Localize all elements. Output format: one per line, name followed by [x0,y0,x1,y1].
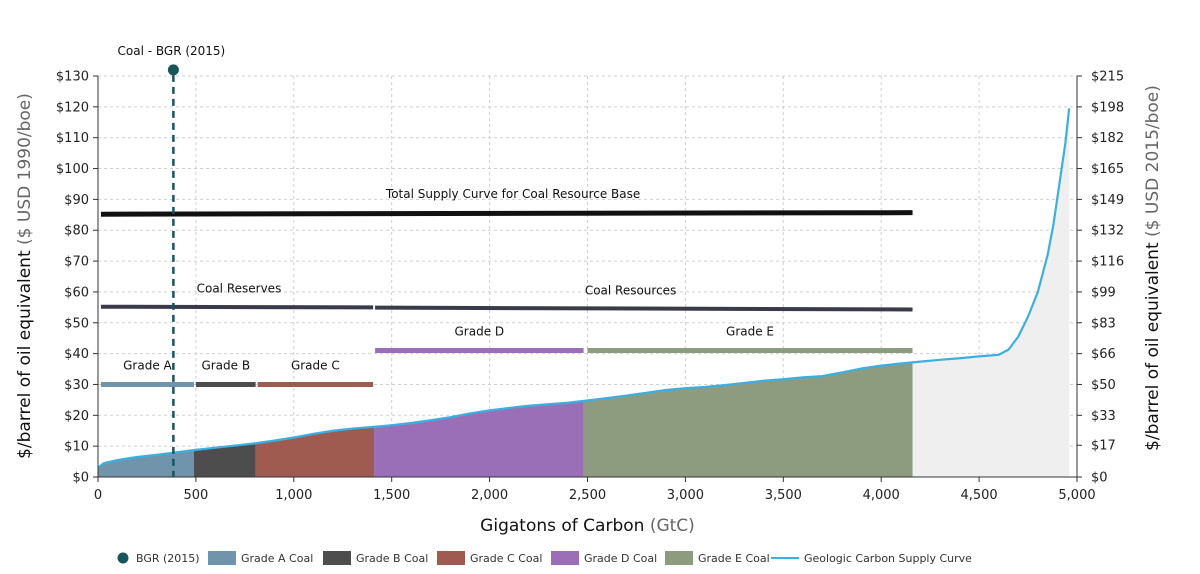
x-axis-title: Gigatons of Carbon (GtC) [480,516,695,536]
y2-tick-label: $0 [1091,471,1108,486]
grade-area-grade-b [193,443,256,477]
legend-swatch-grade-d-coal [551,551,579,565]
x-tick-label: 500 [183,488,208,503]
y2-axis-title: $/barrel of oil equivalent ($ USD 2015/b… [1143,85,1163,451]
y-tick-label: $40 [64,347,89,362]
x-tick-label: 4,000 [863,488,900,503]
legend-label: Grade D Coal [584,552,657,565]
coal-reserves-label: Coal Reserves [197,282,282,296]
y2-tick-label: $33 [1091,409,1116,424]
y-tick-label: $100 [56,162,89,177]
y-tick-label: $110 [56,131,89,146]
legend-label: Grade E Coal [698,552,770,565]
x-axis-title-main: Gigatons of Carbon [480,516,644,536]
y2-tick-label: $198 [1091,100,1124,115]
grade-area-grade-d [374,400,584,477]
grade-area-grade-e [583,362,913,477]
legend-swatch-bgr-2015 [117,552,129,564]
legend-label: BGR (2015) [136,552,200,565]
y2-axis-title-main: $/barrel of oil equivalent [1143,242,1163,451]
y2-tick-label: $116 [1091,255,1124,270]
legend-label: Grade A Coal [241,552,313,565]
legend-label: Grade B Coal [356,552,428,565]
x-tick-label: 5,000 [1058,488,1095,503]
y2-tick-label: $66 [1091,347,1116,362]
x-tick-label: 3,500 [765,488,802,503]
bgr-marker-dot [167,64,179,76]
grade-bar-label: Grade E [726,325,774,339]
x-axis-title-unit: (GtC) [644,516,694,536]
y2-tick-label: $182 [1091,131,1124,146]
x-tick-label: 2,500 [569,488,606,503]
y2-tick-label: $99 [1091,285,1116,300]
y-tick-label: $70 [64,255,89,270]
geologic-supply-curve-line [97,108,1071,469]
y2-tick-label: $149 [1091,193,1124,208]
x-tick-label: 4,500 [960,488,997,503]
y2-tick-label: $132 [1091,224,1124,239]
y-axis-title-main: $/barrel of oil equivalent [15,250,35,459]
grade-bar-label: Grade C [291,358,340,372]
y-axis-title-unit: ($ USD 1990/boe) [15,93,35,250]
y-tick-label: $20 [64,409,89,424]
legend-swatch-grade-c-coal [437,551,465,565]
y-tick-label: $80 [64,224,89,239]
legend-label: Geologic Carbon Supply Curve [804,552,972,565]
y2-tick-label: $215 [1091,70,1124,85]
grade-area-grade-a [98,450,194,477]
legend-swatch-grade-e-coal [665,551,693,565]
bgr-marker-label: Coal - BGR (2015) [118,44,226,58]
x-tick-label: 2,000 [471,488,508,503]
total-supply-label: Total Supply Curve for Coal Resource Bas… [385,187,640,201]
legend: BGR (2015) Grade A Coal Grade B Coal Grade … [117,551,972,565]
y2-tick-label: $165 [1091,162,1124,177]
legend-swatch-grade-a-coal [208,551,236,565]
y-tick-label: $30 [64,378,89,393]
y-tick-label: $0 [72,471,89,486]
y2-tick-label: $83 [1091,316,1116,331]
y-tick-label: $10 [64,440,89,455]
y2-axis-title-unit: ($ USD 2015/boe) [1143,85,1163,242]
supply-line-2 [375,305,913,312]
y-tick-label: $130 [56,70,89,85]
y2-tick-label: $17 [1091,439,1116,454]
legend-label: Grade C Coal [470,552,542,565]
x-tick-label: 0 [94,488,102,503]
supply-line-1 [100,304,374,310]
x-tick-label: 1,500 [373,488,410,503]
grade-bar-label: Grade B [201,358,250,372]
grade-bar-label: Grade A [123,358,172,372]
y-tick-label: $120 [56,100,89,115]
x-tick-label: 1,000 [275,488,312,503]
grade-bar-label: Grade D [455,325,505,339]
y-axis-title: $/barrel of oil equivalent ($ USD 1990/b… [15,93,35,459]
y2-tick-label: $50 [1091,378,1116,393]
y-tick-label: $60 [64,285,89,300]
supply-line-0 [100,210,913,217]
y-tick-label: $90 [64,193,89,208]
coal-resources-label: Coal Resources [585,283,677,297]
legend-swatch-grade-b-coal [323,551,351,565]
y-tick-label: $50 [64,316,89,331]
x-tick-label: 3,000 [667,488,704,503]
